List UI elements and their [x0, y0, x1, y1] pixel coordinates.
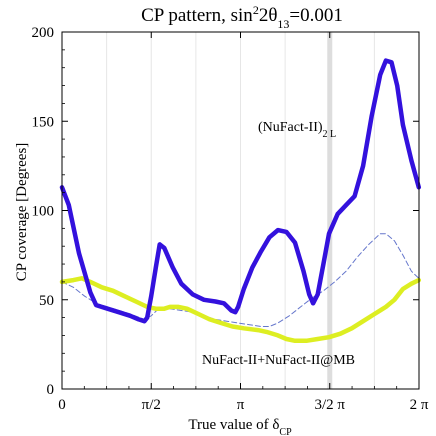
x-tick-label-1: π/2 — [142, 397, 161, 413]
chart-title: CP pattern, sin22θ13=0.001 — [141, 3, 343, 31]
x-axis-label: True value of δCP — [188, 417, 292, 436]
series-layer — [59, 58, 422, 344]
highlight-band — [327, 32, 333, 389]
y-tick-label-2: 100 — [32, 204, 55, 220]
y-axis-label: CP coverage [Degrees] — [14, 143, 30, 282]
highlight-band-3-2-pi — [327, 32, 333, 389]
x-tick-label-0: 0 — [58, 397, 66, 413]
series-line-combined — [59, 276, 422, 344]
axis-ticks — [61, 31, 420, 390]
axis-tick-labels: 0 50 100 150 200 0 π/2 π 3/2 π 2 π — [32, 25, 429, 413]
x-tick-label-2: π — [237, 397, 245, 413]
x-tick-label-4: 2 π — [410, 397, 429, 413]
y-tick-label-0: 0 — [47, 382, 55, 398]
y-tick-label-4: 200 — [32, 25, 55, 41]
series-label-nufact2-2l: (NuFact-II)2 L — [258, 120, 336, 140]
series-line-nufact2_2l — [59, 58, 422, 324]
y-tick-label-1: 50 — [39, 293, 54, 309]
series-label-combined: NuFact-II+NuFact-II@MB — [202, 353, 355, 368]
x-tick-label-3: 3/2 π — [315, 397, 346, 413]
y-tick-label-3: 150 — [32, 114, 55, 130]
